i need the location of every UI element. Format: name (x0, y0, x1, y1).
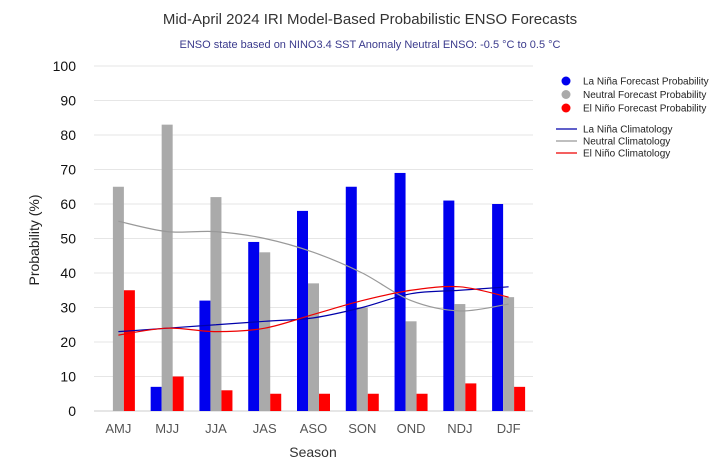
bar (150, 386, 162, 411)
y-tick-label: 90 (60, 93, 76, 109)
bar (270, 393, 282, 411)
legend-label: Neutral Climatology (583, 137, 670, 148)
bar (308, 283, 319, 411)
y-tick-label: 80 (60, 127, 76, 143)
x-tick-label: AMJ (105, 421, 131, 436)
x-tick-label: JJA (205, 421, 227, 436)
bar (297, 210, 308, 411)
y-tick-label: 60 (60, 196, 76, 212)
bar (416, 393, 428, 411)
y-tick-label: 100 (53, 58, 77, 74)
bar (503, 297, 515, 411)
bar (123, 290, 135, 411)
bar (199, 300, 211, 411)
y-tick-label: 0 (68, 403, 76, 419)
chart-subtitle: ENSO state based on NINO3.4 SST Anomaly … (180, 39, 561, 51)
y-axis-label: Probability (%) (26, 194, 42, 285)
climatology-lines (118, 220, 509, 336)
legend-label: Neutral Forecast Probability (583, 90, 706, 101)
y-tick-label: 40 (60, 265, 76, 281)
bar (221, 390, 233, 411)
y-tick-label: 70 (60, 162, 76, 178)
x-tick-label: ASO (300, 421, 327, 436)
y-tick-label: 30 (60, 300, 76, 316)
bar (465, 383, 477, 411)
legend-marker (561, 103, 571, 113)
x-tick-label: NDJ (447, 421, 472, 436)
bar (161, 124, 173, 412)
bar (454, 304, 466, 411)
axis-layer: 0 10 20 30 40 50 60 70 80 90 100 AMJ MJJ JJA JAS ASO SON… (53, 58, 521, 436)
bar (367, 393, 379, 411)
bar (210, 197, 222, 411)
y-tick-label: 20 (60, 334, 76, 350)
bar (356, 307, 368, 411)
legend-label: El Niño Climatology (583, 149, 670, 160)
bar (319, 393, 330, 411)
x-tick-label: MJJ (155, 421, 179, 436)
bar (345, 186, 357, 411)
x-tick-label: DJF (497, 421, 521, 436)
climatology-line (118, 220, 509, 312)
legend-label: La Niña Forecast Probability (583, 77, 709, 88)
climatology-line (118, 285, 509, 336)
bar (514, 386, 526, 411)
legend: La Niña Forecast Probability Neutral Fore… (556, 76, 709, 160)
legend-marker (561, 76, 571, 86)
bar (112, 186, 124, 411)
x-tick-label: SON (348, 421, 376, 436)
bar (405, 321, 417, 411)
x-tick-label: JAS (253, 421, 277, 436)
climatology-line (118, 286, 509, 333)
bar (259, 252, 271, 411)
bar (248, 241, 260, 411)
bar (172, 376, 184, 411)
bar (443, 200, 455, 411)
x-tick-label: OND (397, 421, 426, 436)
bar-layer (112, 124, 526, 412)
chart-title: Mid-April 2024 IRI Model-Based Probabili… (163, 11, 577, 28)
bar (492, 204, 504, 411)
y-tick-label: 10 (60, 369, 76, 385)
y-tick-label: 50 (60, 231, 76, 247)
legend-marker (561, 90, 571, 99)
legend-label: El Niño Forecast Probability (583, 104, 706, 115)
legend-label: La Niña Climatology (583, 125, 673, 136)
x-axis-label: Season (289, 444, 336, 460)
